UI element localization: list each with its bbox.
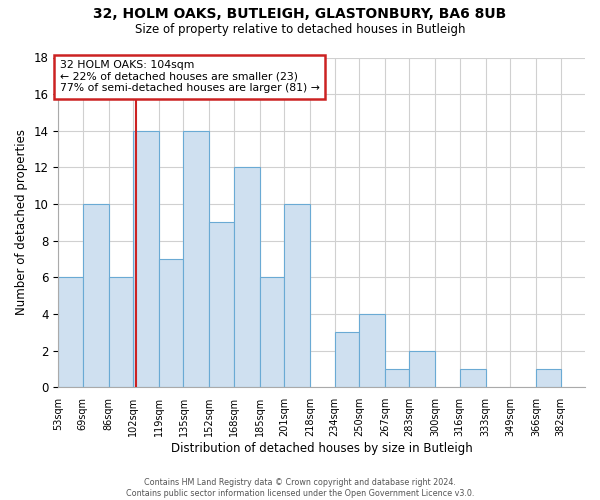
Bar <box>359 314 385 388</box>
Bar <box>209 222 234 388</box>
Bar <box>159 259 184 388</box>
Bar <box>536 369 560 388</box>
Text: 32, HOLM OAKS, BUTLEIGH, GLASTONBURY, BA6 8UB: 32, HOLM OAKS, BUTLEIGH, GLASTONBURY, BA… <box>94 8 506 22</box>
Bar <box>335 332 359 388</box>
Bar <box>460 369 486 388</box>
Bar <box>260 278 284 388</box>
Text: Contains HM Land Registry data © Crown copyright and database right 2024.
Contai: Contains HM Land Registry data © Crown c… <box>126 478 474 498</box>
Text: Size of property relative to detached houses in Butleigh: Size of property relative to detached ho… <box>135 22 465 36</box>
Bar <box>133 131 159 388</box>
Y-axis label: Number of detached properties: Number of detached properties <box>15 130 28 316</box>
X-axis label: Distribution of detached houses by size in Butleigh: Distribution of detached houses by size … <box>171 442 473 455</box>
Bar <box>58 278 83 388</box>
Bar <box>409 350 436 388</box>
Bar <box>184 131 209 388</box>
Bar <box>83 204 109 388</box>
Text: 32 HOLM OAKS: 104sqm
← 22% of detached houses are smaller (23)
77% of semi-detac: 32 HOLM OAKS: 104sqm ← 22% of detached h… <box>60 60 320 94</box>
Bar <box>109 278 133 388</box>
Bar <box>234 168 260 388</box>
Bar <box>385 369 409 388</box>
Bar <box>284 204 310 388</box>
